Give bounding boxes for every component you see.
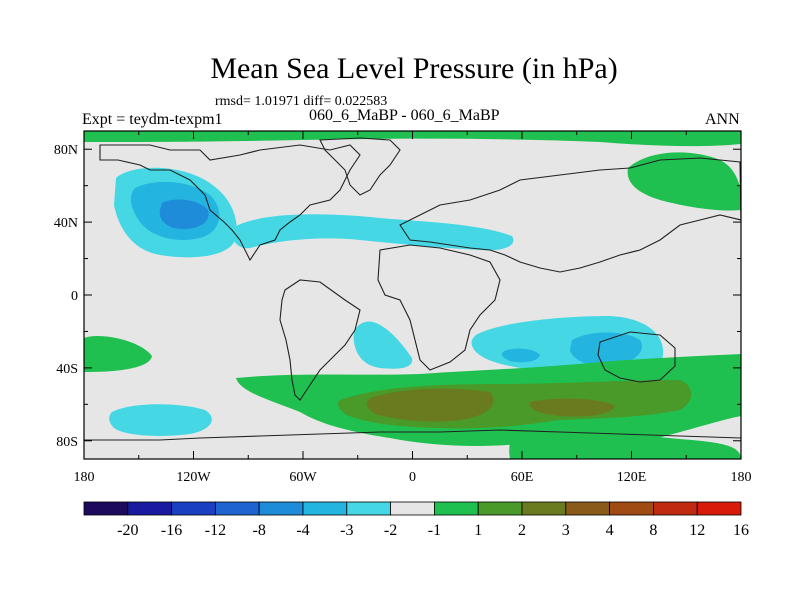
greenland-coast xyxy=(319,137,401,196)
colorbar: -20 -16 -12 -8 -4 -3 -2 -1 1 2 3 4 8 12 16 xyxy=(83,501,749,539)
southern-ocean-high-core xyxy=(366,388,494,422)
south-america-coast xyxy=(279,279,361,401)
north-america-coast xyxy=(99,144,361,262)
colorbar-label: 4 xyxy=(606,522,614,539)
indian-ocean-low-core xyxy=(570,332,643,367)
lat-tick-label: 40S xyxy=(56,362,78,377)
colorbar-swatch xyxy=(346,501,391,516)
colorbar-swatch xyxy=(433,501,479,516)
africa-coast xyxy=(377,244,501,371)
colorbar-swatch xyxy=(696,501,742,516)
colorbar-label: 3 xyxy=(562,522,570,539)
colorbar-label: -4 xyxy=(296,522,309,539)
colorbar-swatch xyxy=(653,501,698,516)
colorbar-swatch xyxy=(83,501,129,516)
colorbar-swatch xyxy=(171,501,216,516)
lon-tick-label: 120E xyxy=(617,470,647,485)
lat-tick-label: 80S xyxy=(56,435,78,450)
colorbar-label: 12 xyxy=(689,522,705,539)
case-label: 060_6_MaBP - 060_6_MaBP xyxy=(309,107,500,124)
west-south-pacific-high xyxy=(84,336,152,372)
north-atlantic-low-band xyxy=(231,214,514,251)
colorbar-label: -2 xyxy=(384,522,397,539)
lon-tick-label: 180 xyxy=(731,470,752,485)
lon-tick-label: 120W xyxy=(176,470,211,485)
colorbar-swatch xyxy=(214,501,260,516)
lon-tick-label: 0 xyxy=(409,470,416,485)
lat-tick-label: 0 xyxy=(71,289,78,304)
south-pacific-low xyxy=(109,404,212,436)
colorbar-label: 2 xyxy=(518,522,526,539)
plot-title: Mean Sea Level Pressure (in hPa) xyxy=(210,52,618,85)
latitude-axis: 80N 40N 0 40S 80S xyxy=(54,143,741,450)
colorbar-swatch xyxy=(390,501,435,516)
coastlines xyxy=(84,137,741,441)
north-pacific-low-core xyxy=(159,199,209,230)
colorbar-swatch xyxy=(521,501,567,516)
longitude-axis: 180 120W 60W 0 60E 120E 180 xyxy=(74,131,752,485)
eurasia-coast xyxy=(399,157,741,273)
stats-text: rmsd= 1.01971 diff= 0.022583 xyxy=(215,94,388,109)
season-label: ANN xyxy=(705,111,740,128)
colorbar-swatch xyxy=(258,501,304,516)
southern-ocean-high-core-east xyxy=(529,398,615,417)
lon-tick-label: 60E xyxy=(511,470,534,485)
antarctica-coast xyxy=(84,429,741,441)
colorbar-swatch xyxy=(565,501,610,516)
colorbar-label: 16 xyxy=(733,522,749,539)
lon-tick-label: 180 xyxy=(74,470,95,485)
lat-tick-label: 80N xyxy=(54,143,78,158)
experiment-label: Expt = teydm-texpm1 xyxy=(82,111,223,128)
south-atlantic-low xyxy=(353,321,413,369)
colorbar-label: -16 xyxy=(161,522,182,539)
australia-coast xyxy=(597,331,676,383)
indian-ocean-low-west-core xyxy=(501,348,540,363)
colorbar-label: 8 xyxy=(649,522,657,539)
lon-tick-label: 60W xyxy=(289,470,317,485)
antarctic-high-east xyxy=(509,429,741,459)
colorbar-label: -20 xyxy=(117,522,138,539)
colorbar-label: -1 xyxy=(428,522,441,539)
colorbar-swatch xyxy=(127,501,173,516)
northeast-asia-high xyxy=(627,152,741,211)
colorbar-label: -3 xyxy=(340,522,353,539)
colorbar-swatch xyxy=(477,501,523,516)
colorbar-swatch xyxy=(609,501,654,516)
colorbar-swatch xyxy=(302,501,348,516)
lat-tick-label: 40N xyxy=(54,216,78,231)
colorbar-label: -12 xyxy=(205,522,226,539)
colorbar-label: -8 xyxy=(253,522,266,539)
colorbar-label: 1 xyxy=(474,522,482,539)
